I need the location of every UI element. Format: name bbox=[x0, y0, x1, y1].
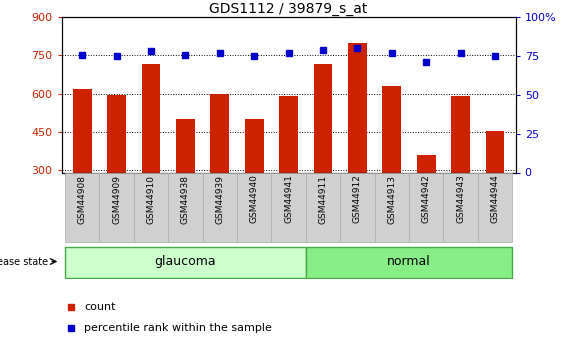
Text: GSM44909: GSM44909 bbox=[112, 175, 121, 224]
Text: GSM44908: GSM44908 bbox=[78, 175, 87, 224]
Bar bbox=[100, 172, 134, 242]
Bar bbox=[65, 172, 100, 242]
Bar bbox=[374, 172, 409, 242]
Text: GSM44940: GSM44940 bbox=[250, 175, 258, 224]
Text: percentile rank within the sample: percentile rank within the sample bbox=[84, 323, 272, 333]
Bar bbox=[451, 96, 470, 172]
Text: GSM44943: GSM44943 bbox=[456, 175, 465, 224]
Text: GSM44910: GSM44910 bbox=[146, 175, 155, 224]
Title: GDS1112 / 39879_s_at: GDS1112 / 39879_s_at bbox=[209, 2, 368, 16]
Text: GSM44911: GSM44911 bbox=[319, 175, 328, 224]
Bar bbox=[486, 130, 505, 172]
Bar bbox=[271, 172, 306, 242]
Text: glaucoma: glaucoma bbox=[155, 255, 216, 268]
Bar bbox=[210, 93, 229, 172]
Bar bbox=[107, 95, 126, 172]
Bar bbox=[306, 172, 340, 242]
Bar bbox=[444, 172, 478, 242]
Text: GSM44913: GSM44913 bbox=[387, 175, 396, 224]
Text: GSM44941: GSM44941 bbox=[284, 175, 293, 224]
Text: GSM44942: GSM44942 bbox=[422, 175, 431, 223]
Text: normal: normal bbox=[387, 255, 431, 268]
Bar bbox=[245, 119, 264, 172]
Text: GSM44944: GSM44944 bbox=[490, 175, 499, 223]
Bar bbox=[73, 89, 91, 172]
Bar bbox=[237, 172, 271, 242]
Text: count: count bbox=[84, 302, 116, 312]
Bar bbox=[65, 247, 306, 278]
Bar bbox=[314, 64, 332, 172]
Bar bbox=[168, 172, 203, 242]
Bar bbox=[134, 172, 168, 242]
Bar bbox=[348, 43, 367, 172]
Bar bbox=[142, 64, 161, 172]
Bar bbox=[176, 119, 195, 172]
Bar bbox=[382, 86, 401, 172]
Bar bbox=[417, 155, 435, 172]
Text: GSM44912: GSM44912 bbox=[353, 175, 362, 224]
Text: disease state: disease state bbox=[0, 257, 48, 266]
Bar bbox=[279, 96, 298, 172]
Bar bbox=[203, 172, 237, 242]
Text: GSM44938: GSM44938 bbox=[181, 175, 190, 224]
Bar bbox=[409, 172, 444, 242]
Text: GSM44939: GSM44939 bbox=[215, 175, 224, 224]
Bar bbox=[306, 247, 512, 278]
Bar bbox=[478, 172, 512, 242]
Bar bbox=[340, 172, 374, 242]
